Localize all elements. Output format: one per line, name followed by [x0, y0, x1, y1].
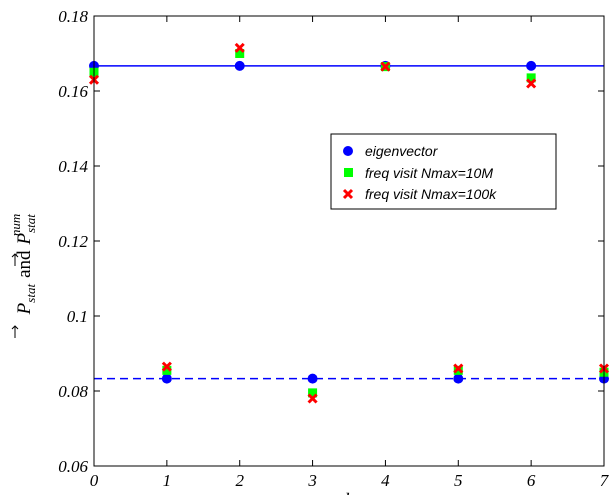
marker-freq-100k — [453, 363, 464, 374]
x-tick-label: 3 — [307, 471, 317, 490]
marker-eigenvector — [453, 373, 464, 384]
y-tick-label: 0.14 — [58, 157, 88, 176]
y-label-and: and — [14, 250, 35, 278]
data-markers — [88, 42, 609, 404]
marker-freq-100k — [307, 393, 318, 404]
marker-eigenvector — [526, 60, 537, 71]
vector-arrow-icon — [11, 253, 19, 266]
y-label-p1-sub: stat — [23, 284, 38, 303]
legend-marker-100k — [342, 188, 354, 200]
legend-label-10m: freq visit Nmax=10M — [365, 165, 493, 181]
y-tick-label: 0.08 — [58, 382, 88, 401]
y-tick-label: 0.06 — [58, 457, 88, 476]
y-tick-label: 0.16 — [58, 82, 88, 101]
x-tick-label: 5 — [454, 471, 463, 490]
y-tick-label: 0.18 — [58, 7, 88, 26]
marker-eigenvector — [234, 60, 245, 71]
plot-area — [93, 15, 605, 467]
legend: eigenvector freq visit Nmax=10M freq vis… — [330, 133, 557, 210]
axis-ticks — [93, 15, 605, 467]
x-tick-label: 0 — [90, 471, 99, 490]
marker-freq-10m — [308, 388, 318, 398]
y-tick-label: 0.1 — [67, 307, 88, 326]
legend-box — [330, 133, 557, 210]
legend-label-100k: freq visit Nmax=100k — [365, 186, 497, 202]
x-tick-label: 1 — [163, 471, 172, 490]
vector-arrow-icon — [11, 325, 19, 338]
legend-marker-10m — [344, 168, 353, 177]
x-tick-label: 6 — [527, 471, 536, 490]
marker-freq-100k — [380, 61, 391, 72]
marker-freq-10m — [162, 365, 172, 375]
x-tick-label: 2 — [235, 471, 244, 490]
y-label-p2: P — [14, 232, 35, 245]
marker-freq-10m — [235, 49, 245, 58]
legend-marker-eigenvector — [343, 146, 353, 156]
y-axis-label: PstatandPstatnum — [8, 214, 38, 338]
marker-eigenvector — [307, 373, 318, 384]
y-label-p2-sub: stat — [23, 214, 38, 233]
reference-lines — [94, 65, 604, 380]
legend-label-eigenvector: eigenvector — [365, 143, 439, 159]
x-tick-label: 4 — [381, 471, 390, 490]
marker-freq-100k — [526, 78, 537, 89]
y-tick-label: 0.12 — [58, 232, 88, 251]
y-label-p1: P — [14, 302, 35, 315]
marker-freq-10m — [526, 73, 536, 83]
marker-eigenvector — [161, 373, 172, 384]
marker-freq-100k — [234, 42, 245, 53]
tick-labels: 0 1 2 3 4 5 6 7 0.06 0.08 0.1 0.12 0.14 0.16 0.18 — [58, 7, 609, 490]
marker-freq-100k — [161, 361, 172, 372]
y-label-p2-sup: num — [8, 214, 23, 236]
x-axis-label: k — [345, 490, 354, 495]
x-tick-label: 7 — [600, 471, 609, 490]
svg-text:PstatandPstatnum: PstatandPstatnum — [8, 214, 38, 316]
